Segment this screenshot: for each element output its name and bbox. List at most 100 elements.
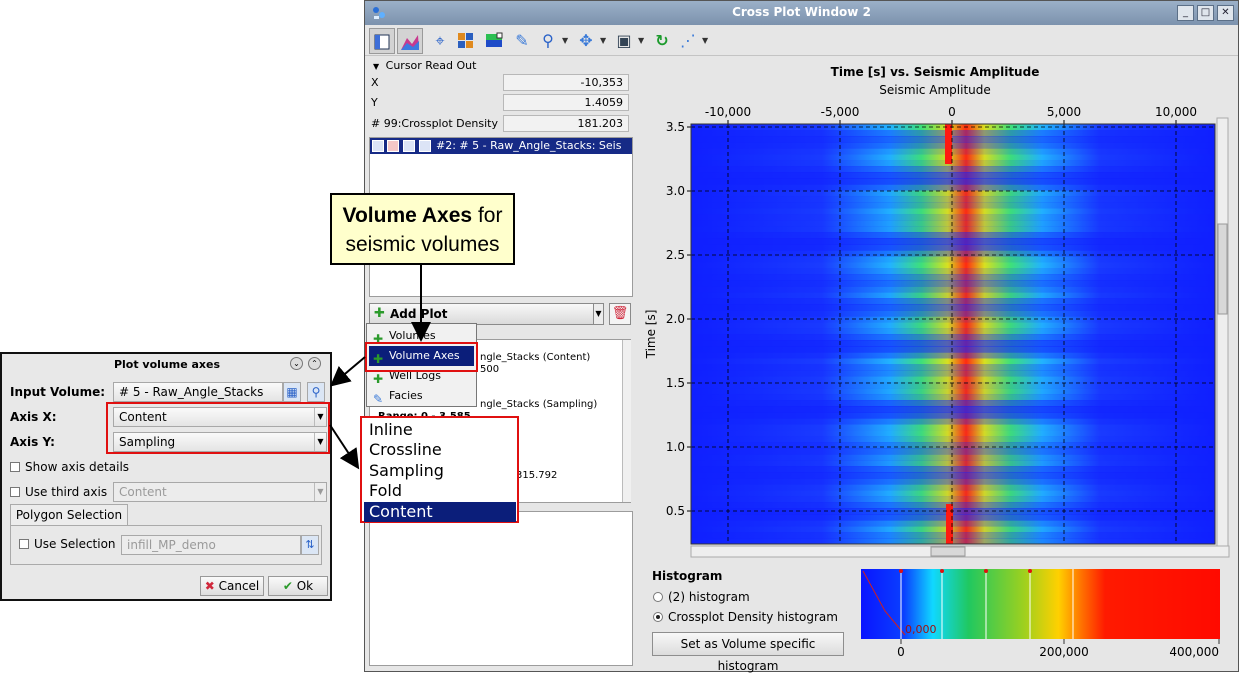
layers-icon[interactable]: [481, 28, 507, 54]
axis-x-value: Content: [119, 410, 167, 424]
pan-dropdown-icon[interactable]: ▼: [600, 36, 607, 45]
plot-list-line: 315.792: [516, 470, 558, 481]
axis-y-select[interactable]: Sampling ▼: [113, 432, 327, 452]
plot-title: Time [s] vs. Seismic Amplitude: [830, 65, 1040, 79]
plot-list-line: 500: [480, 364, 500, 375]
density-band: [691, 310, 1215, 317]
selection-edit-icon[interactable]: ⇅: [301, 535, 319, 555]
window-icon[interactable]: [369, 28, 395, 54]
maximize-button[interactable]: □: [1197, 5, 1214, 21]
refresh-icon[interactable]: ↻: [655, 31, 669, 50]
checkbox-label: Use third axis: [25, 485, 108, 499]
tab-polygon-selection[interactable]: Polygon Selection: [10, 504, 128, 526]
menu-item-volume-axes[interactable]: ✚ Volume Axes: [369, 346, 474, 366]
delete-plot-icon[interactable]: 🗑: [609, 303, 631, 325]
pan-icon[interactable]: ✥: [579, 31, 593, 50]
ok-label: Ok: [296, 579, 314, 593]
title-bar[interactable]: Cross Plot Window 2 _ □ ✕: [365, 1, 1238, 25]
toolbar: ⌖ ✎ ⚲ ▼ ✥ ▼ ▣ ▼ ↻ ⋰ ▼: [365, 26, 1238, 56]
plot-frame: [690, 123, 1216, 545]
histogram-option-2[interactable]: Crossplot Density histogram: [653, 610, 838, 624]
ok-button[interactable]: ✔ Ok: [268, 576, 328, 596]
highlight-axis-selects: [106, 402, 330, 454]
set-volume-histogram-button[interactable]: Set as Volume specific histogram: [652, 632, 844, 673]
x-tick-label: -5,000: [821, 105, 860, 119]
volume-list-item[interactable]: #2: # 5 - Raw_Angle_Stacks: Seis: [370, 138, 632, 154]
zoom-dropdown-icon[interactable]: ▼: [562, 36, 569, 45]
density-band: [691, 184, 1215, 191]
close-button[interactable]: ✕: [1217, 5, 1234, 21]
input-volume-value: # 5 - Raw_Angle_Stacks: [119, 385, 264, 399]
magic-wand-icon[interactable]: ⋰: [680, 31, 696, 50]
palette-icon[interactable]: [453, 28, 479, 54]
remove-icon[interactable]: [387, 140, 399, 152]
callout-bold-text: Volume Axes: [342, 204, 473, 227]
volume-grid-icon[interactable]: ▦: [283, 382, 301, 402]
radio-button[interactable]: [653, 592, 663, 602]
highlight-volume-axes: [365, 342, 478, 372]
plot-list-line: ngle_Stacks (Content): [480, 352, 591, 363]
crossplot-icon[interactable]: [397, 28, 423, 54]
histogram-option-1[interactable]: (2) histogram: [653, 590, 750, 604]
histogram-tick: 0: [897, 645, 905, 659]
readout-density-label: # 99:Crossplot Density: [371, 117, 498, 130]
axis-option[interactable]: Crossline: [369, 440, 442, 459]
dialog-expand-icon[interactable]: ⌃: [308, 357, 321, 370]
display-dropdown-icon[interactable]: ▼: [638, 36, 645, 45]
density-band: [691, 232, 1215, 239]
crosshair-icon[interactable]: ⌖: [435, 31, 445, 50]
input-volume-select[interactable]: # 5 - Raw_Angle_Stacks: [113, 382, 283, 402]
density-band: [691, 412, 1215, 419]
display-icon[interactable]: ▣: [616, 31, 632, 50]
axis-option[interactable]: Fold: [369, 481, 403, 500]
add-icon[interactable]: [403, 140, 415, 152]
checkbox[interactable]: [10, 487, 20, 497]
add-plot-dropdown-icon[interactable]: ▼: [593, 303, 604, 325]
menu-item-label: Volumes: [389, 329, 436, 342]
eye-icon[interactable]: [372, 140, 384, 152]
app-icon: [373, 7, 385, 19]
minimize-button[interactable]: _: [1177, 5, 1194, 21]
menu-item-facies[interactable]: ✎ Facies: [369, 386, 474, 406]
settings-icon[interactable]: [419, 140, 431, 152]
y-tick-label: 2.0: [666, 312, 685, 326]
axis-option[interactable]: Inline: [369, 420, 413, 439]
volume-list[interactable]: #2: # 5 - Raw_Angle_Stacks: Seis: [369, 137, 633, 297]
color-scale[interactable]: [861, 569, 1220, 639]
checkbox[interactable]: [19, 539, 29, 549]
radio-button-selected[interactable]: [653, 612, 663, 622]
use-selection-checkbox[interactable]: Use Selection: [19, 537, 116, 551]
cancel-button[interactable]: ✖ Cancel: [200, 576, 264, 596]
selection-select[interactable]: infill_MP_demo: [121, 535, 301, 555]
add-plot-button[interactable]: ✚ Add Plot: [369, 303, 601, 325]
checkbox-label: Use Selection: [34, 537, 116, 551]
density-band: [691, 304, 1215, 311]
magic-wand-dropdown-icon[interactable]: ▼: [702, 36, 709, 45]
plot-volume-axes-dialog: Plot volume axes ⌄ ⌃ Input Volume: # 5 -…: [0, 352, 332, 601]
density-band: [691, 370, 1215, 377]
menu-item-well-logs[interactable]: ✚ Well Logs: [369, 366, 474, 386]
crossplot-canvas[interactable]: -10,000 -5,000 0 5,000 10,000 3.5 3.0 2.5 2.0 1.5…: [635, 96, 1235, 561]
pencil-icon[interactable]: ✎: [515, 31, 529, 50]
use-third-axis-checkbox[interactable]: Use third axis: [10, 485, 107, 499]
density-band: [691, 172, 1215, 179]
dialog-collapse-icon[interactable]: ⌄: [290, 357, 303, 370]
zoom-icon[interactable]: ⚲: [542, 31, 554, 50]
arrow-dialog-to-list: [329, 424, 360, 470]
axis-x-select[interactable]: Content ▼: [113, 407, 327, 427]
properties-list[interactable]: [369, 511, 633, 666]
horizontal-scroll-thumb[interactable]: [930, 546, 966, 557]
volume-pick-icon[interactable]: ⚲: [307, 382, 325, 402]
axis-option-selected[interactable]: Content: [364, 502, 516, 522]
checkbox[interactable]: [10, 462, 20, 472]
third-axis-select[interactable]: Content ▼: [113, 482, 327, 502]
vertical-scrollbar[interactable]: [1216, 117, 1229, 555]
density-band: [691, 496, 1215, 503]
cursor-readout-header[interactable]: ▼ Cursor Read Out: [373, 59, 476, 72]
vertical-scroll-thumb[interactable]: [1217, 223, 1228, 315]
axis-option[interactable]: Sampling: [369, 461, 444, 480]
histogram-colorbar[interactable]: 0,000 0 200,000 400,000: [845, 565, 1235, 665]
plot-list-scrollbar[interactable]: [622, 340, 631, 502]
show-axis-details-checkbox[interactable]: Show axis details: [10, 460, 129, 474]
callout-box: Volume Axes for seismic volumes: [330, 193, 515, 265]
